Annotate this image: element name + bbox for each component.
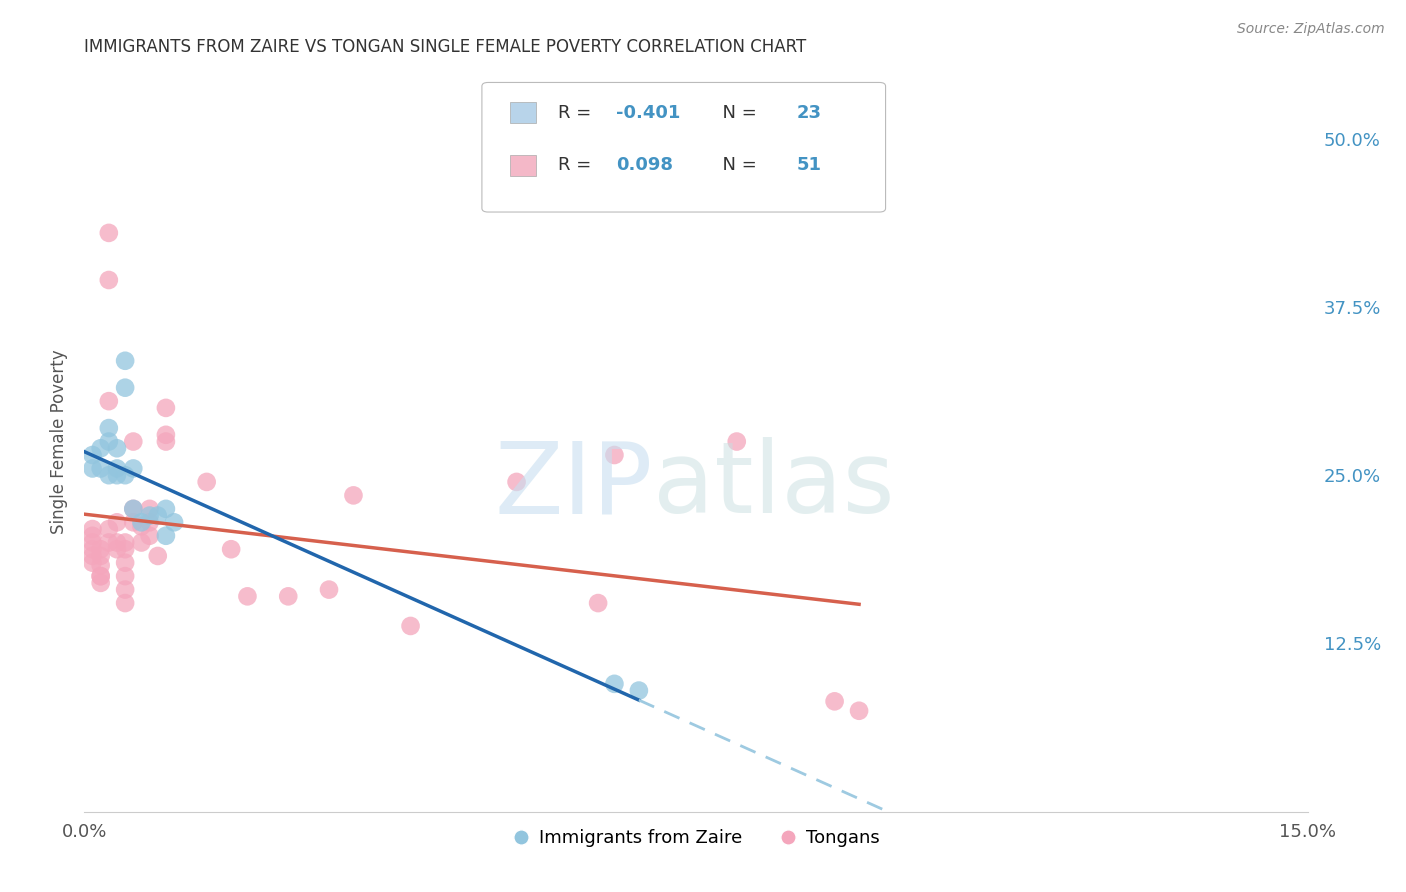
Point [586, 596, 609, 610]
Point [90, 569, 112, 583]
Point [97, 468, 120, 483]
Point [114, 582, 136, 597]
Point [146, 508, 169, 523]
Text: 0.098: 0.098 [616, 156, 673, 174]
Point [82, 556, 104, 570]
Point [155, 401, 177, 415]
Text: 23: 23 [796, 103, 821, 122]
Point [114, 535, 136, 549]
Point [277, 590, 299, 604]
Point [97, 522, 120, 536]
Point [90, 575, 112, 590]
FancyBboxPatch shape [482, 82, 886, 212]
Point [122, 501, 145, 516]
Point [155, 529, 177, 543]
Point [155, 434, 177, 449]
Y-axis label: Single Female Poverty: Single Female Poverty [49, 350, 67, 533]
Point [105, 461, 128, 475]
Point [627, 683, 650, 698]
Point [82, 535, 104, 549]
Point [82, 448, 104, 462]
Point [138, 508, 160, 523]
Point [131, 519, 153, 533]
Point [90, 442, 112, 456]
Point [236, 590, 259, 604]
Point [399, 619, 422, 633]
Legend: Immigrants from Zaire, Tongans: Immigrants from Zaire, Tongans [505, 822, 887, 855]
Point [105, 542, 128, 557]
Text: N =: N = [710, 156, 762, 174]
Point [603, 448, 626, 462]
Point [82, 461, 104, 475]
Text: 51: 51 [796, 156, 821, 174]
Point [114, 381, 136, 395]
Text: Source: ZipAtlas.com: Source: ZipAtlas.com [1237, 22, 1385, 37]
Point [90, 569, 112, 583]
Point [122, 434, 145, 449]
Point [82, 549, 104, 563]
Point [97, 273, 120, 287]
Point [97, 421, 120, 435]
Point [155, 501, 177, 516]
Point [114, 596, 136, 610]
Point [114, 542, 136, 557]
Point [114, 556, 136, 570]
Point [90, 558, 112, 573]
Point [82, 542, 104, 557]
Text: R =: R = [558, 103, 596, 122]
Point [146, 549, 169, 563]
Point [342, 488, 364, 502]
Point [131, 516, 153, 530]
Point [97, 535, 120, 549]
Point [122, 516, 145, 530]
FancyBboxPatch shape [510, 155, 536, 176]
Point [122, 461, 145, 475]
Point [97, 434, 120, 449]
Point [105, 468, 128, 483]
Text: R =: R = [558, 156, 596, 174]
Text: atlas: atlas [654, 437, 894, 534]
Point [114, 468, 136, 483]
Point [131, 535, 153, 549]
Text: IMMIGRANTS FROM ZAIRE VS TONGAN SINGLE FEMALE POVERTY CORRELATION CHART: IMMIGRANTS FROM ZAIRE VS TONGAN SINGLE F… [84, 38, 807, 56]
FancyBboxPatch shape [510, 103, 536, 123]
Point [122, 501, 145, 516]
Point [824, 694, 846, 708]
Point [114, 569, 136, 583]
Text: -0.401: -0.401 [616, 103, 681, 122]
Point [155, 427, 177, 442]
Point [138, 529, 160, 543]
Point [105, 442, 128, 456]
Point [90, 461, 112, 475]
Point [163, 516, 186, 530]
Point [219, 542, 242, 557]
Point [82, 529, 104, 543]
Point [114, 353, 136, 368]
Point [97, 226, 120, 240]
Point [138, 501, 160, 516]
Point [90, 549, 112, 563]
Point [195, 475, 218, 489]
Point [138, 516, 160, 530]
Point [105, 535, 128, 549]
Point [97, 394, 120, 409]
Text: N =: N = [710, 103, 762, 122]
Point [505, 475, 527, 489]
Point [90, 542, 112, 557]
Point [82, 522, 104, 536]
Text: ZIP: ZIP [495, 437, 654, 534]
Point [603, 677, 626, 691]
Point [105, 516, 128, 530]
Point [848, 704, 870, 718]
Point [318, 582, 340, 597]
Point [725, 434, 748, 449]
